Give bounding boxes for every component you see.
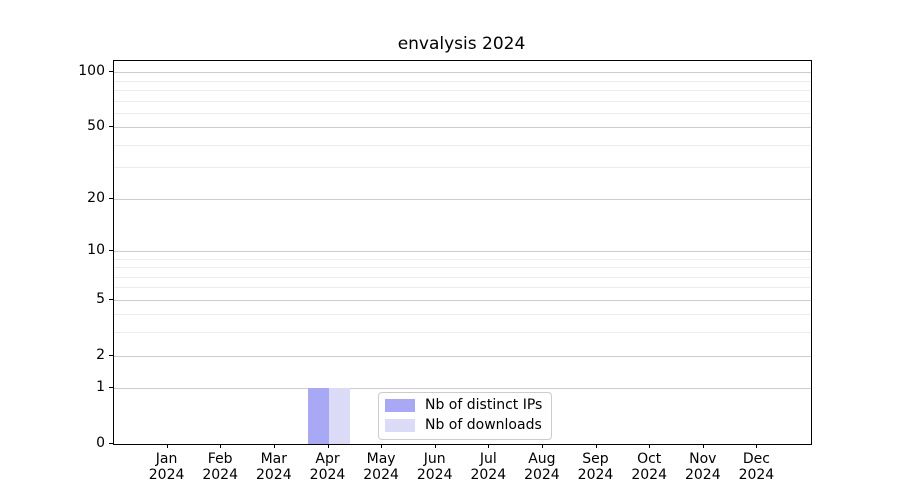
y-tick-mark: [109, 387, 113, 389]
x-tick-year: 2024: [470, 467, 507, 483]
x-tick-mark: [273, 444, 275, 448]
legend-swatch: [385, 399, 415, 412]
gridline-minor: [114, 89, 811, 91]
gridline-major: [114, 355, 811, 357]
x-tick-year: 2024: [202, 467, 238, 483]
y-tick-mark: [109, 197, 113, 199]
x-tick-year: 2024: [631, 467, 667, 483]
x-tick-label: Sep 2024: [556, 451, 636, 483]
gridline-minor: [114, 258, 811, 260]
y-tick-mark: [109, 443, 113, 444]
x-tick-mark: [702, 444, 704, 448]
y-tick-label: 1: [96, 379, 105, 396]
x-tick-mark: [166, 444, 168, 448]
legend-item: Nb of downloads: [385, 418, 542, 433]
x-tick-mark: [649, 444, 651, 448]
bar-nb-of-downloads: [328, 388, 350, 444]
legend-label: Nb of downloads: [425, 417, 542, 433]
x-tick-month: Feb: [207, 451, 233, 467]
legend-item: Nb of distinct IPs: [385, 398, 542, 413]
x-tick-label: Jan 2024: [127, 451, 207, 483]
x-tick-label: Feb 2024: [180, 451, 260, 483]
x-tick-month: Aug: [528, 451, 556, 467]
y-tick-label: 20: [87, 189, 105, 206]
gridline-major: [114, 388, 811, 390]
x-tick-year: 2024: [148, 467, 185, 483]
y-tick-label: 100: [78, 63, 105, 80]
x-tick-month: Mar: [260, 451, 287, 467]
gridline-minor: [114, 167, 811, 169]
x-tick-year: 2024: [255, 467, 292, 483]
gridline-minor: [114, 267, 811, 268]
x-tick-month: Sep: [582, 451, 609, 467]
gridline-minor: [114, 287, 811, 289]
x-tick-label: Jun 2024: [395, 451, 475, 483]
x-tick-month: Jan: [155, 451, 178, 467]
gridline-minor: [114, 80, 811, 82]
gridline-major: [114, 127, 811, 129]
x-tick-mark: [381, 444, 383, 448]
x-tick-year: 2024: [416, 467, 453, 483]
x-tick-month: Apr: [315, 451, 340, 467]
y-tick-mark: [109, 126, 113, 128]
legend-label: Nb of distinct IPs: [425, 397, 543, 413]
x-tick-month: Dec: [742, 451, 770, 467]
x-tick-mark: [488, 444, 490, 448]
x-tick-year: 2024: [309, 467, 346, 483]
x-tick-mark: [327, 444, 329, 448]
gridline-minor: [114, 112, 811, 114]
x-tick-month: May: [366, 451, 396, 467]
x-tick-label: Mar 2024: [234, 451, 314, 483]
y-tick-label: 50: [87, 118, 105, 135]
y-tick-mark: [109, 249, 113, 251]
x-tick-mark: [220, 444, 222, 448]
gridline-minor: [114, 100, 811, 102]
gridline-major: [114, 250, 811, 252]
x-tick-year: 2024: [738, 467, 775, 483]
legend: Nb of distinct IPs Nb of downloads: [378, 392, 553, 440]
x-tick-label: Apr 2024: [288, 451, 368, 483]
x-tick-label: Dec 2024: [716, 451, 796, 483]
gridline-minor: [114, 144, 811, 146]
x-tick-month: Nov: [689, 451, 717, 467]
y-tick-label: 10: [87, 241, 105, 258]
gridline-major: [114, 299, 811, 301]
x-tick-year: 2024: [524, 467, 560, 483]
chart-title: envalysis 2024: [397, 34, 526, 54]
x-tick-label: Aug 2024: [502, 451, 582, 483]
x-tick-mark: [541, 444, 543, 448]
x-tick-month: Oct: [637, 451, 662, 467]
y-tick-label: 5: [96, 290, 105, 307]
x-tick-mark: [595, 444, 597, 448]
x-tick-mark: [756, 444, 758, 448]
x-tick-label: Oct 2024: [609, 451, 689, 483]
gridline-minor: [114, 314, 811, 316]
x-tick-label: Jul 2024: [448, 451, 528, 483]
legend-swatch: [385, 419, 415, 432]
plot-area: [113, 60, 812, 445]
x-tick-month: Jun: [423, 451, 446, 467]
bar-nb-of-distinct-ips: [307, 388, 329, 444]
x-tick-year: 2024: [363, 467, 399, 483]
y-tick-label: 2: [96, 346, 105, 363]
gridline-major: [114, 198, 811, 200]
gridline-minor: [114, 276, 811, 278]
x-tick-label: Nov 2024: [663, 451, 743, 483]
x-tick-mark: [434, 444, 436, 448]
y-tick-mark: [109, 354, 113, 356]
x-tick-month: Jul: [479, 451, 497, 467]
x-tick-label: May 2024: [341, 451, 421, 483]
gridline-major: [114, 72, 811, 74]
x-tick-year: 2024: [577, 467, 614, 483]
y-tick-mark: [109, 298, 113, 300]
gridline-minor: [114, 332, 811, 334]
y-tick-label: 0: [96, 435, 105, 451]
y-tick-mark: [109, 71, 113, 73]
x-tick-year: 2024: [684, 467, 721, 483]
